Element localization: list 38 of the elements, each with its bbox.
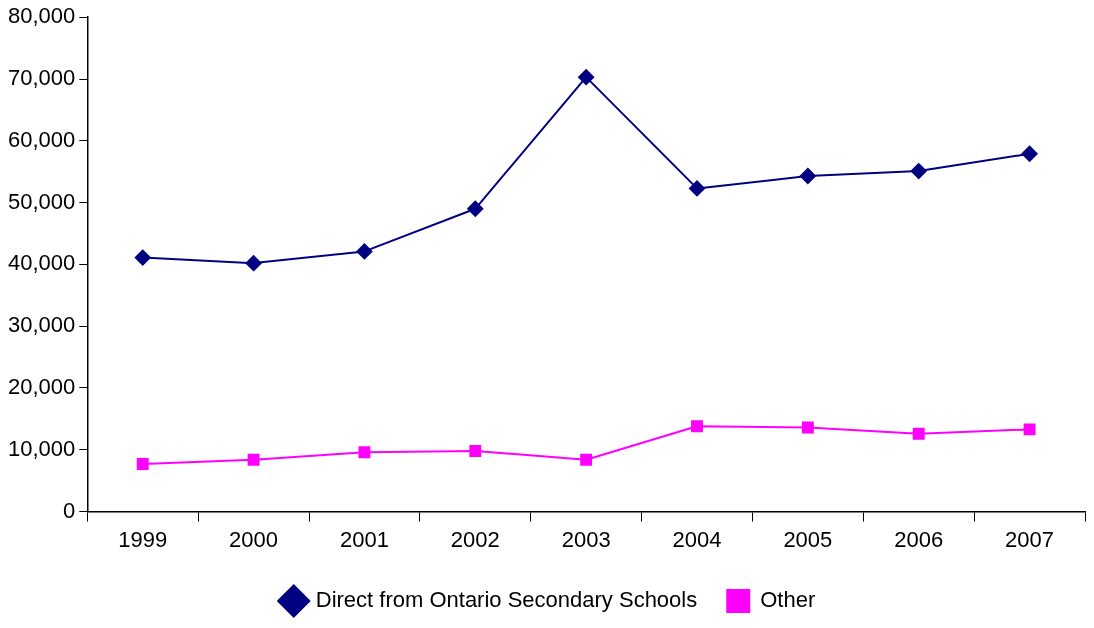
point — [356, 243, 373, 260]
point — [1023, 423, 1036, 436]
point — [910, 163, 927, 180]
x-tick-label: 2004 — [672, 526, 722, 552]
point — [245, 255, 262, 272]
legend-label: Other — [760, 587, 816, 613]
y-tick-label: 50,000 — [7, 188, 76, 214]
point — [912, 427, 925, 440]
x-tick-label: 2000 — [229, 526, 279, 552]
point — [134, 249, 151, 266]
point — [580, 453, 593, 466]
y-tick-label: 10,000 — [7, 435, 76, 461]
point — [469, 445, 482, 457]
y-tick-label: 60,000 — [7, 126, 76, 152]
point — [358, 446, 371, 459]
point — [689, 180, 705, 197]
point — [578, 69, 595, 86]
point — [467, 200, 484, 217]
point — [799, 168, 816, 185]
x-tick-label: 1999 — [118, 526, 168, 552]
y-tick-label: 80,000 — [7, 3, 76, 29]
x-tick-label: 2007 — [1005, 526, 1055, 552]
y-tick-label: 0 — [63, 497, 76, 523]
legend-label: Direct from Ontario Secondary Schools — [315, 587, 698, 613]
x-tick-label: 2005 — [783, 526, 833, 552]
point — [691, 420, 703, 433]
y-tick-label: 40,000 — [7, 250, 76, 276]
x-tick-label: 2006 — [894, 526, 944, 552]
y-tick-label: 70,000 — [7, 65, 76, 91]
point — [801, 421, 814, 434]
point — [247, 453, 260, 466]
y-tick-label: 20,000 — [7, 374, 76, 400]
x-tick-label: 2002 — [450, 526, 500, 552]
y-tick-label: 30,000 — [7, 312, 76, 338]
x-tick-label: 2001 — [339, 526, 389, 552]
point — [1021, 145, 1038, 162]
x-tick-label: 2003 — [561, 526, 611, 552]
point — [136, 458, 149, 470]
